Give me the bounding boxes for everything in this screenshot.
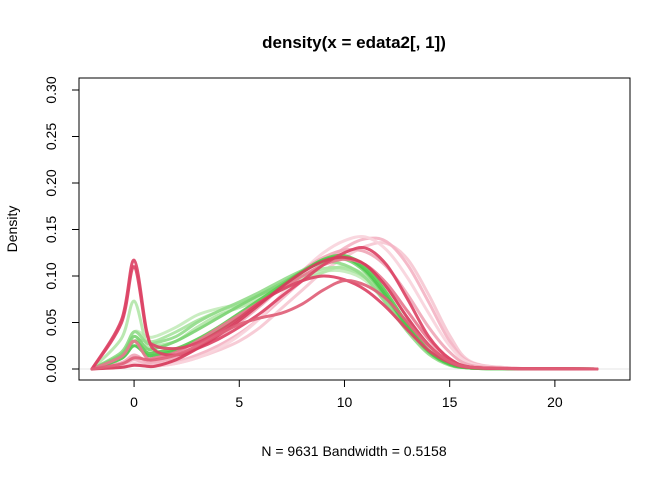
y-tick-label: 0.25 [43, 123, 59, 150]
x-tick-label: 10 [337, 394, 353, 410]
density-line [90, 255, 599, 371]
x-tick-label: 20 [547, 394, 563, 410]
y-tick-label: 0.15 [43, 216, 59, 243]
y-tick-label: 0.20 [43, 169, 59, 196]
series-layer [80, 234, 629, 371]
y-axis: 0.00 0.05 0.10 0.15 0.20 0.25 0.30 [43, 76, 80, 383]
chart-title: density(x = edata2[, 1]) [262, 33, 446, 52]
y-axis-label: Density [4, 206, 20, 253]
y-tick-label: 0.10 [43, 262, 59, 289]
y-tick-label: 0.30 [43, 76, 59, 103]
y-tick-label: 0.05 [43, 309, 59, 336]
density-line [90, 279, 599, 371]
x-tick-label: 15 [442, 394, 458, 410]
x-tick-label: 0 [130, 394, 138, 410]
x-tick-label: 5 [235, 394, 243, 410]
x-axis-label: N = 9631 Bandwidth = 0.5158 [261, 443, 446, 459]
y-tick-label: 0.00 [43, 355, 59, 382]
x-axis: 0 5 10 15 20 [130, 379, 563, 410]
